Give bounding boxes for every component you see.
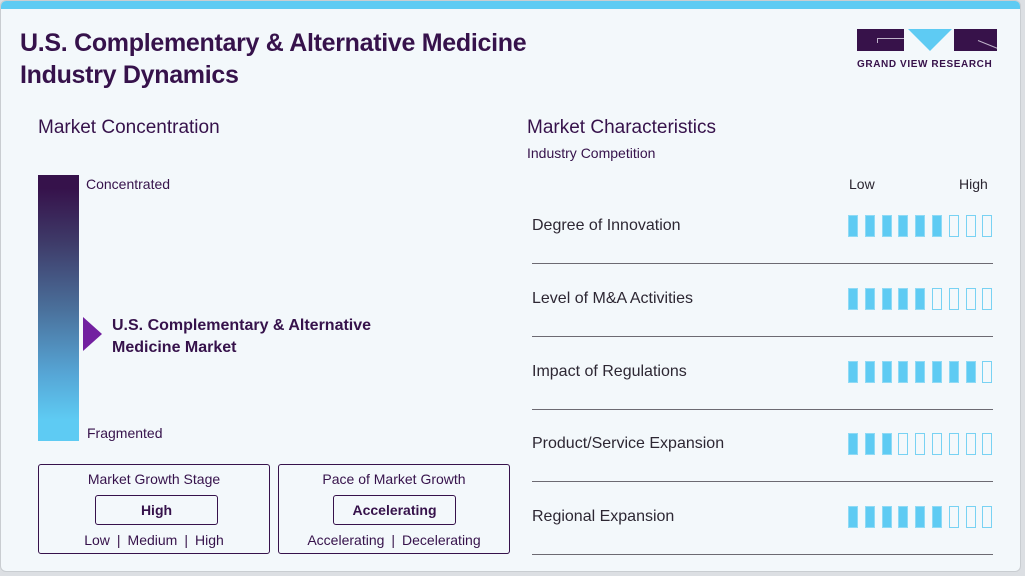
rating-segment-filled bbox=[931, 215, 942, 237]
characteristic-label: Degree of Innovation bbox=[532, 217, 681, 234]
rating-segment-empty bbox=[965, 288, 976, 310]
rating-segment-filled bbox=[898, 361, 909, 383]
rating-segment-filled bbox=[881, 506, 892, 528]
row-divider bbox=[532, 481, 993, 482]
rating-segment-filled bbox=[931, 506, 942, 528]
rating-segment-filled bbox=[898, 215, 909, 237]
rating-segment-filled bbox=[915, 506, 926, 528]
logo-text: GRAND VIEW RESEARCH bbox=[857, 59, 993, 70]
logo-g-block-icon bbox=[857, 29, 904, 51]
fragmented-label: Fragmented bbox=[87, 425, 163, 441]
market-name-line-1: U.S. Complementary & Alternative bbox=[112, 317, 372, 334]
scale-low-label: Low bbox=[849, 176, 875, 192]
rating-segment-filled bbox=[915, 288, 926, 310]
rating-segment-filled bbox=[915, 361, 926, 383]
growth-pace-options: Accelerating | Decelerating bbox=[307, 532, 481, 548]
rating-segment-empty bbox=[948, 433, 959, 455]
rating-meter bbox=[848, 215, 999, 237]
concentration-gradient-bar bbox=[38, 175, 79, 441]
title-line-1: U.S. Complementary & Alternative Medicin… bbox=[20, 29, 527, 57]
option-accelerating: Accelerating bbox=[307, 532, 385, 548]
rating-segment-empty bbox=[982, 215, 993, 237]
concentrated-label: Concentrated bbox=[86, 176, 171, 192]
rating-segment-filled bbox=[881, 433, 892, 455]
rating-segment-filled bbox=[848, 288, 858, 310]
rating-segment-filled bbox=[881, 288, 892, 310]
rating-segment-empty bbox=[931, 288, 942, 310]
row-divider bbox=[532, 336, 993, 337]
rating-segment-filled bbox=[864, 506, 875, 528]
rating-segment-empty bbox=[965, 506, 976, 528]
rating-segment-filled bbox=[898, 506, 909, 528]
rating-meter bbox=[848, 433, 999, 455]
industry-competition-subtitle: Industry Competition bbox=[527, 145, 656, 161]
row-divider bbox=[532, 554, 993, 555]
rating-segment-empty bbox=[948, 215, 959, 237]
market-concentration-title: Market Concentration bbox=[38, 117, 220, 138]
title-line-2: Industry Dynamics bbox=[20, 61, 239, 89]
market-name-line-2: Medicine Market bbox=[112, 339, 237, 356]
option-high: High bbox=[194, 532, 224, 548]
growth-stage-title: Market Growth Stage bbox=[87, 471, 221, 487]
rating-segment-filled bbox=[864, 433, 875, 455]
rating-segment-filled bbox=[931, 361, 942, 383]
rating-segment-filled bbox=[848, 506, 858, 528]
characteristic-label: Impact of Regulations bbox=[532, 363, 687, 380]
option-medium: Medium bbox=[127, 532, 178, 548]
rating-segment-filled bbox=[881, 361, 892, 383]
rating-segment-empty bbox=[931, 433, 942, 455]
rating-segment-empty bbox=[915, 433, 926, 455]
rating-segment-filled bbox=[864, 288, 875, 310]
growth-stage-value: High bbox=[95, 495, 218, 525]
page-title: U.S. Complementary & Alternative Medicin… bbox=[20, 27, 660, 91]
logo-r-block-icon bbox=[954, 29, 997, 51]
growth-pace-title: Pace of Market Growth bbox=[322, 471, 466, 487]
top-accent-bar bbox=[1, 1, 1020, 9]
characteristic-label: Level of M&A Activities bbox=[532, 290, 693, 307]
option-low: Low bbox=[84, 532, 110, 548]
rating-segment-empty bbox=[948, 506, 959, 528]
growth-pace-value: Accelerating bbox=[333, 495, 456, 525]
scale-high-label: High bbox=[959, 176, 988, 192]
rating-meter bbox=[848, 361, 999, 383]
market-growth-stage-box: Market Growth Stage High Low | Medium | High bbox=[38, 464, 270, 554]
rating-segment-empty bbox=[982, 361, 993, 383]
rating-segment-filled bbox=[864, 215, 875, 237]
rating-segment-filled bbox=[848, 361, 858, 383]
grand-view-research-logo: GRAND VIEW RESEARCH bbox=[857, 29, 999, 73]
rating-meter bbox=[848, 506, 999, 528]
rating-segment-filled bbox=[898, 288, 909, 310]
characteristic-label: Regional Expansion bbox=[532, 508, 675, 525]
option-decelerating: Decelerating bbox=[402, 532, 481, 548]
rating-segment-empty bbox=[982, 288, 993, 310]
rating-meter bbox=[848, 288, 999, 310]
rating-segment-empty bbox=[898, 433, 909, 455]
rating-segment-filled bbox=[848, 215, 858, 237]
row-divider bbox=[532, 263, 993, 264]
rating-segment-empty bbox=[948, 288, 959, 310]
market-characteristics-title: Market Characteristics bbox=[527, 117, 716, 138]
characteristic-label: Product/Service Expansion bbox=[532, 435, 725, 452]
rating-segment-filled bbox=[948, 361, 959, 383]
rating-segment-filled bbox=[965, 361, 976, 383]
logo-v-triangle-icon bbox=[908, 29, 952, 51]
rating-segment-filled bbox=[848, 433, 858, 455]
rating-segment-filled bbox=[915, 215, 926, 237]
pace-of-market-growth-box: Pace of Market Growth Accelerating Accel… bbox=[278, 464, 510, 554]
rating-segment-filled bbox=[881, 215, 892, 237]
rating-segment-empty bbox=[965, 215, 976, 237]
rating-segment-filled bbox=[864, 361, 875, 383]
growth-stage-options: Low | Medium | High bbox=[84, 532, 224, 548]
row-divider bbox=[532, 409, 993, 410]
market-name: U.S. Complementary & Alternative Medicin… bbox=[112, 315, 432, 359]
rating-segment-empty bbox=[965, 433, 976, 455]
market-position-marker-icon bbox=[83, 317, 102, 351]
rating-segment-empty bbox=[982, 433, 993, 455]
rating-segment-empty bbox=[982, 506, 993, 528]
